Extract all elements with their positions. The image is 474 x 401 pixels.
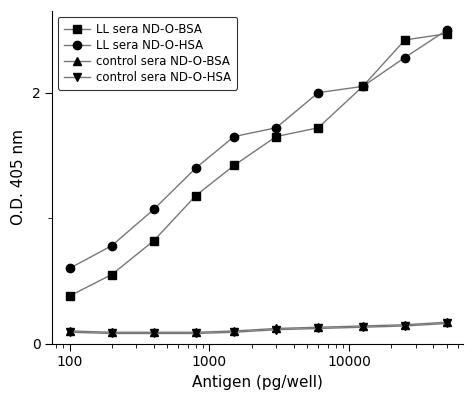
LL sera ND-O-HSA (360, 84, 365, 89)
Line: control sera ND-O-BSA: control sera ND-O-BSA (65, 318, 451, 336)
LL sera ND-O-BSA (231, 163, 237, 168)
control sera ND-O-BSA (360, 324, 365, 328)
control sera ND-O-BSA (109, 330, 115, 335)
LL sera ND-O-BSA (109, 272, 115, 277)
Legend: LL sera ND-O-BSA, LL sera ND-O-HSA, control sera ND-O-BSA, control sera ND-O-HSA: LL sera ND-O-BSA, LL sera ND-O-HSA, cont… (58, 17, 237, 90)
LL sera ND-O-HSA (315, 90, 321, 95)
control sera ND-O-HSA (360, 325, 365, 330)
control sera ND-O-BSA (151, 330, 157, 335)
control sera ND-O-BSA (444, 320, 450, 324)
LL sera ND-O-HSA (193, 166, 199, 170)
LL sera ND-O-HSA (231, 134, 237, 139)
control sera ND-O-BSA (193, 330, 199, 335)
LL sera ND-O-BSA (360, 84, 365, 89)
control sera ND-O-HSA (67, 330, 73, 335)
control sera ND-O-HSA (402, 324, 408, 328)
control sera ND-O-BSA (273, 326, 279, 331)
control sera ND-O-BSA (315, 325, 321, 330)
Line: LL sera ND-O-BSA: LL sera ND-O-BSA (65, 30, 451, 300)
LL sera ND-O-HSA (273, 126, 279, 130)
LL sera ND-O-HSA (444, 28, 450, 32)
X-axis label: Antigen (pg/well): Antigen (pg/well) (192, 375, 323, 390)
LL sera ND-O-HSA (402, 55, 408, 60)
control sera ND-O-HSA (273, 327, 279, 332)
control sera ND-O-BSA (231, 328, 237, 333)
control sera ND-O-BSA (67, 328, 73, 333)
control sera ND-O-HSA (109, 331, 115, 336)
LL sera ND-O-HSA (151, 207, 157, 212)
Line: LL sera ND-O-HSA: LL sera ND-O-HSA (65, 26, 451, 272)
LL sera ND-O-BSA (315, 126, 321, 130)
control sera ND-O-HSA (444, 321, 450, 326)
control sera ND-O-HSA (315, 326, 321, 331)
LL sera ND-O-HSA (109, 243, 115, 248)
Line: control sera ND-O-HSA: control sera ND-O-HSA (65, 319, 451, 338)
LL sera ND-O-HSA (67, 266, 73, 271)
control sera ND-O-HSA (231, 330, 237, 335)
control sera ND-O-HSA (193, 331, 199, 336)
control sera ND-O-BSA (402, 322, 408, 327)
LL sera ND-O-BSA (444, 31, 450, 36)
LL sera ND-O-BSA (193, 193, 199, 198)
LL sera ND-O-BSA (402, 38, 408, 43)
LL sera ND-O-BSA (273, 134, 279, 139)
Y-axis label: O.D. 405 nm: O.D. 405 nm (11, 129, 26, 225)
control sera ND-O-HSA (151, 331, 157, 336)
LL sera ND-O-BSA (67, 294, 73, 298)
LL sera ND-O-BSA (151, 238, 157, 243)
